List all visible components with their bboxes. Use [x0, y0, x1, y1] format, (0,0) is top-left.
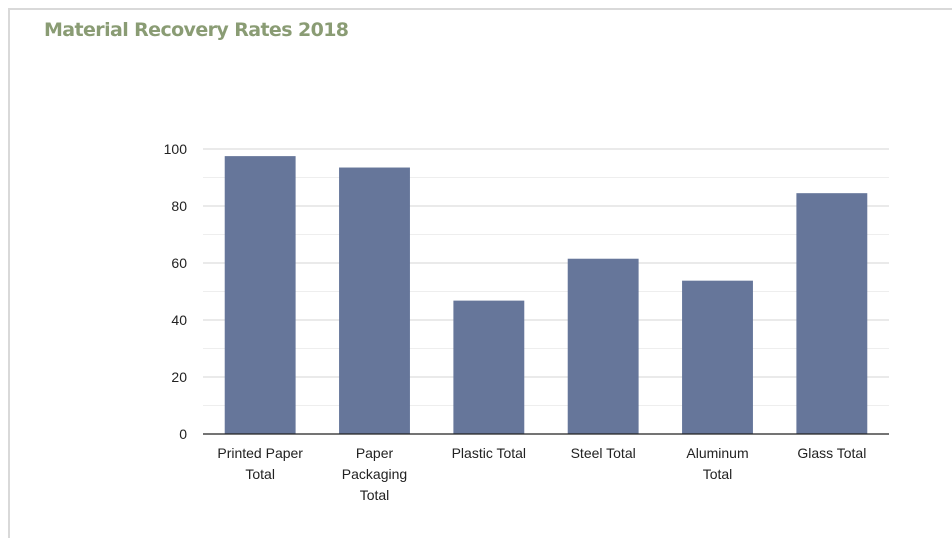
y-tick-label: 60 [171, 255, 187, 271]
y-tick-label: 40 [171, 312, 187, 328]
bar[interactable] [339, 167, 410, 434]
category-label: Aluminum [686, 445, 748, 461]
y-tick-label: 100 [164, 141, 188, 157]
bar[interactable] [224, 156, 296, 434]
y-tick-labels: 0 20 40 60 80 100 [164, 141, 188, 442]
category-label: Glass Total [797, 445, 866, 461]
bar[interactable] [682, 280, 753, 434]
category-label: Printed Paper [217, 445, 303, 461]
gridlines [203, 148, 889, 406]
category-labels: Printed Paper Total Paper Packaging Total Pla… [217, 445, 866, 503]
bar[interactable] [453, 300, 525, 434]
chart-card [8, 8, 952, 538]
bar[interactable] [567, 258, 639, 434]
y-tick-label: 20 [171, 369, 187, 385]
bar[interactable] [796, 193, 868, 434]
y-tick-label: 0 [179, 426, 187, 442]
category-label: Steel Total [571, 445, 636, 461]
category-label: Total [245, 466, 275, 482]
category-label: Paper [356, 445, 394, 461]
y-tick-label: 80 [171, 198, 187, 214]
category-label: Total [360, 487, 390, 503]
category-label: Packaging [342, 466, 407, 482]
category-label: Plastic Total [452, 445, 526, 461]
bars [224, 156, 868, 434]
chart-title: Material Recovery Rates 2018 [44, 19, 349, 41]
bar-chart: 0 20 40 60 80 100 Printed Paper Total Paper Pack… [164, 141, 889, 503]
category-label: Total [703, 466, 733, 482]
